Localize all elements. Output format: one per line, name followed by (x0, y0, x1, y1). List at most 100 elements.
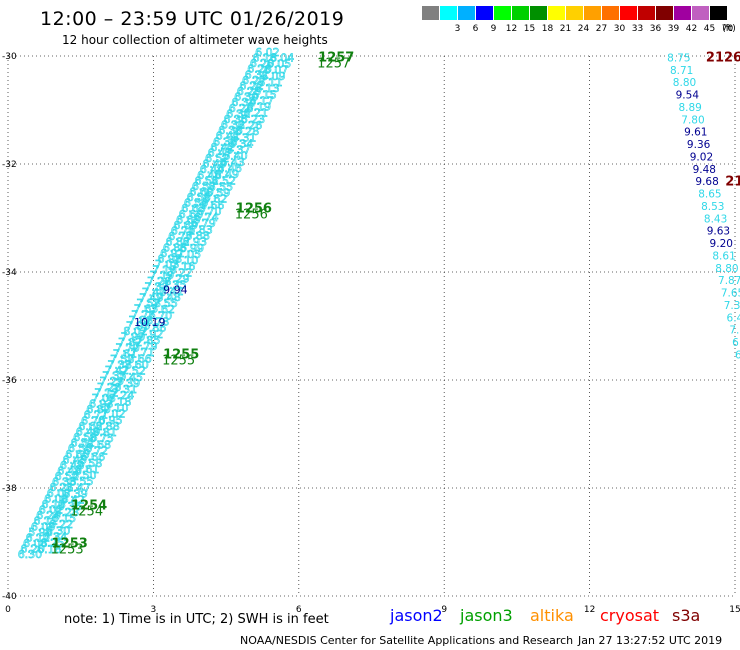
track-swh-label: 6.55 (69, 475, 94, 488)
right-track-swh-label: 8.71 (670, 65, 693, 77)
legend-label: 24 (577, 24, 590, 34)
track-swh-label: 6.72 (84, 445, 109, 458)
right-track-swh-label: 7.65 (721, 288, 740, 300)
track-swh-label: 7.10 (104, 402, 128, 415)
track-swh-label: 6.07 (47, 487, 72, 500)
pass-time-label-shadow: 1256 (235, 208, 268, 223)
legend-label: 3 (454, 24, 461, 34)
track-swh-label: 7.19 (150, 269, 175, 282)
right-track-swh-label: 9.20 (710, 238, 733, 250)
track-swh-label: 6.51 (194, 174, 219, 187)
satellite-name-jason3: jason3 (460, 606, 513, 625)
track-swh-label: 7.66 (127, 352, 152, 365)
swh-point-label: 10.19 (134, 316, 166, 329)
track-swh-label: 6.49 (214, 168, 239, 181)
track-swh-label: 6.30 (18, 548, 43, 561)
pass-time-label: 21 (725, 175, 740, 190)
x-tick-label: 6 (296, 605, 302, 615)
right-track-swh-label: 8.80 (673, 77, 696, 89)
legend-label: 30 (613, 24, 626, 34)
legend-label: 15 (523, 24, 536, 34)
track-swh-label: 6.70 (81, 414, 106, 427)
track-swh-label: 6.77 (168, 230, 193, 243)
track-swh-label: 6.59 (206, 187, 231, 200)
track-swh-label: 6.37 (226, 144, 251, 157)
right-track-swh-label: 9.61 (684, 127, 707, 139)
right-track-swh-label: 9.54 (676, 90, 700, 102)
track-swh-label: 6.80 (86, 403, 111, 416)
legend-swatch (602, 6, 619, 20)
legend-swatch (584, 6, 601, 20)
track-swh-label: 8.02 (123, 325, 148, 338)
track-swh-label: 6.20 (20, 543, 45, 556)
track-swh-label: 6.88 (95, 420, 120, 433)
track-swh-label: 6.39 (63, 488, 88, 501)
track-swh-label: 6.99 (180, 242, 205, 255)
track-swh-label: 7.82 (118, 336, 143, 349)
track-swh-label: 7.55 (153, 297, 178, 310)
track-swh-label: 6.50 (72, 469, 97, 482)
track-swh-label: 6.82 (165, 236, 190, 249)
legend-label: 33 (631, 24, 644, 34)
track-swh-label: 6.30 (234, 91, 259, 104)
track-swh-label: 7.18 (107, 395, 132, 408)
pass-time-label: 1257 (318, 50, 354, 65)
track-swh-label: 7.39 (116, 377, 141, 390)
track-swh-label: 7.22 (168, 266, 193, 279)
track-swh-label: 6.25 (237, 85, 261, 98)
track-swh-label: 6.36 (218, 124, 243, 137)
track-swh-label: 6.58 (73, 431, 98, 444)
right-track-swh-label: 7.87 (718, 275, 740, 287)
track-swh-label: 7.42 (105, 364, 130, 377)
track-swh-label: 6.34 (231, 96, 256, 109)
track-swh-label: 7.10 (152, 264, 177, 277)
satellite-name-jason2: jason2 (390, 606, 443, 625)
track-swh-label: 6.33 (52, 476, 77, 489)
track-swh-label: 7.05 (92, 392, 117, 405)
track-swh-label: 6.61 (75, 463, 100, 476)
legend-swatch (692, 6, 709, 20)
track-swh-label: 6.79 (191, 217, 216, 230)
legend-swatch (494, 6, 511, 20)
axis-tick-labels: 0 3 6 9 12 15 -30 -32 -34 -36 -38 -40 (2, 52, 740, 615)
track-swh-label: 6.48 (197, 169, 222, 182)
track-swh-label: 6.46 (217, 162, 242, 175)
legend-swatch (620, 6, 637, 20)
track-swh-label: 6.88 (185, 230, 210, 243)
track-swh-label: 6.20 (250, 57, 275, 70)
right-track-swh-label: 9.63 (707, 226, 730, 238)
track-swh-label: 6.21 (244, 107, 269, 120)
right-track-swh-label: 8.43 (704, 213, 727, 225)
right-track-swh-label: 9.02 (690, 151, 713, 163)
right-track-swh-label: 7.80 (681, 114, 704, 126)
track-swh-label: 7.86 (142, 322, 167, 335)
track-swh-label: 6.36 (57, 500, 82, 513)
track-swh-label: 6.23 (241, 113, 266, 126)
track-swh-label: 5.98 (28, 526, 53, 539)
legend-label: 21 (559, 24, 572, 34)
legend-swatch (548, 6, 565, 20)
legend-label: 9 (490, 24, 497, 34)
legend-swatch (512, 6, 529, 20)
track-swh-label: 6.93 (182, 236, 207, 249)
track-swh-label: 7.35 (102, 370, 127, 383)
right-track-swh-label: 8.89 (678, 102, 701, 114)
track-swh-label: 7.58 (136, 297, 161, 310)
map-subtitle: 12 hour collection of altimeter wave hei… (62, 33, 328, 47)
credit-line: NOAA/NESDIS Center for Satellite Applica… (240, 634, 574, 647)
right-track-swh-label: 9.68 (695, 176, 718, 188)
legend-label: 70 (721, 24, 734, 34)
footer-note: note: 1) Time is in UTC; 2) SWH is in fe… (64, 612, 329, 627)
track-swh-label: 7.03 (155, 258, 180, 271)
track-swh-label: 6.19 (246, 101, 271, 114)
satellite-tracks: 6.306.206.086.125.986.056.116.246.026.13… (17, 46, 740, 562)
legend-swatch (674, 6, 691, 20)
track-swh-label: 7.88 (129, 314, 154, 327)
track-swh-label: 7.49 (139, 292, 164, 305)
track-swh-label: 7.79 (133, 340, 158, 353)
right-track-swh-label: 8.65 (698, 189, 721, 201)
track-swh-label: 7.62 (150, 303, 175, 316)
right-track-swh-label: 8.80 (715, 263, 738, 275)
track-swh-label: 7.28 (147, 275, 172, 288)
x-tick-label: 15 (729, 605, 740, 615)
